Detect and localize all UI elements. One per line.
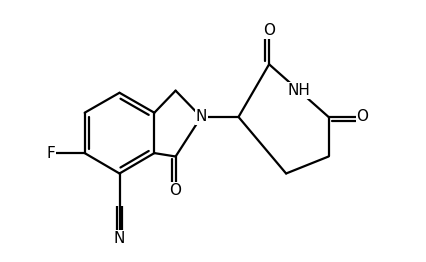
- Text: O: O: [357, 110, 368, 124]
- Text: N: N: [114, 231, 125, 246]
- Text: O: O: [263, 23, 275, 38]
- Text: NH: NH: [288, 83, 310, 98]
- Text: O: O: [170, 183, 181, 198]
- Text: N: N: [196, 110, 207, 124]
- Text: F: F: [46, 146, 55, 161]
